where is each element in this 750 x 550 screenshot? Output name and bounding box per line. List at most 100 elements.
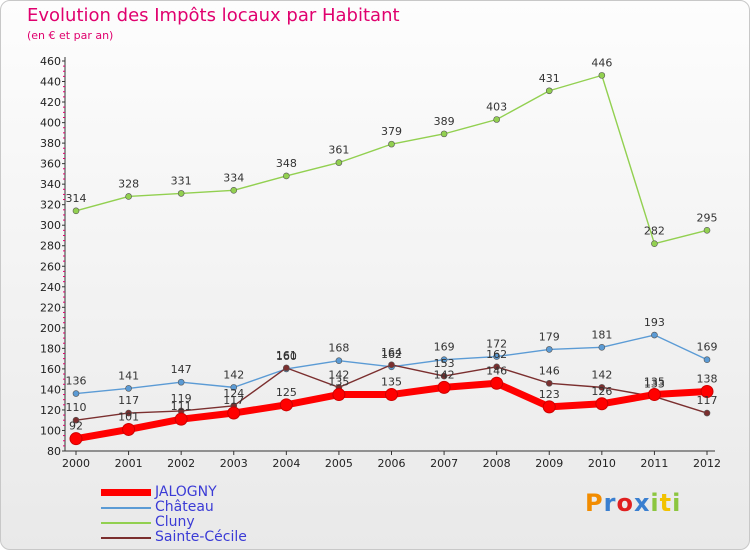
y-tick-label: 460: [40, 55, 61, 68]
data-point-sainte-cecile: [388, 361, 395, 369]
data-label-jalogny: 135: [381, 376, 402, 389]
data-point-chateau: [440, 356, 448, 363]
y-tick-label: 80: [47, 445, 61, 458]
data-point-chateau: [703, 356, 711, 363]
y-tick-label: 380: [40, 137, 61, 150]
y-tick-label: 260: [40, 260, 61, 273]
logo-letter: x: [633, 489, 651, 517]
legend-swatch-cluny: [101, 522, 151, 524]
legend-swatch-jalogny: [101, 489, 151, 496]
data-label-chateau: 169: [697, 341, 718, 354]
x-tick-label: 2008: [483, 457, 511, 470]
data-point-cluny: [598, 72, 606, 79]
x-tick-label: 2000: [62, 457, 90, 470]
data-point-jalogny: [174, 412, 188, 426]
data-label-chateau: 169: [434, 341, 455, 354]
data-label-cluny: 446: [591, 56, 612, 69]
data-point-cluny: [703, 227, 711, 234]
logo-letter: i: [650, 489, 660, 517]
data-label-sainte-cecile: 142: [591, 368, 612, 381]
data-point-jalogny: [542, 400, 556, 414]
data-label-chateau: 193: [644, 316, 665, 329]
data-label-cluny: 403: [486, 101, 507, 114]
y-tick-label: 420: [40, 96, 61, 109]
y-tick-label: 140: [40, 383, 61, 396]
data-point-chateau: [651, 331, 658, 339]
data-label-chateau: 141: [118, 369, 139, 382]
legend-item-chateau: Château: [101, 499, 301, 515]
data-label-jalogny: 111: [171, 400, 192, 413]
data-label-cluny: 295: [697, 211, 718, 224]
data-point-jalogny: [595, 397, 609, 411]
y-tick-label: 360: [40, 158, 61, 171]
data-point-jalogny: [122, 422, 136, 436]
data-label-sainte-cecile: 117: [697, 394, 718, 407]
data-label-cluny: 361: [328, 144, 349, 157]
data-label-sainte-cecile: 162: [486, 348, 507, 361]
data-label-jalogny: 117: [223, 394, 244, 407]
chart-title: Evolution des Impôts locaux par Habitant: [27, 5, 400, 26]
data-point-jalogny: [647, 388, 661, 402]
data-label-jalogny: 92: [69, 420, 83, 433]
data-label-chateau: 181: [591, 328, 612, 341]
x-tick-label: 2001: [115, 457, 143, 470]
data-point-jalogny: [700, 384, 714, 398]
data-point-cluny: [335, 159, 343, 166]
logo-letter: P: [585, 489, 604, 517]
data-point-chateau: [125, 385, 132, 392]
data-label-sainte-cecile: 119: [171, 392, 192, 405]
data-point-sainte-cecile: [283, 364, 290, 372]
x-tick-label: 2004: [272, 457, 300, 470]
series-line-cluny: [75, 74, 708, 245]
data-point-cluny: [283, 172, 290, 180]
y-tick-label: 120: [40, 404, 61, 417]
data-point-cluny: [125, 193, 132, 200]
y-tick-label: 440: [40, 76, 61, 89]
data-point-chateau: [335, 357, 343, 364]
y-tick-label: 180: [40, 342, 61, 355]
data-label-cluny: 331: [171, 174, 192, 187]
data-label-chateau: 147: [171, 363, 192, 376]
data-label-chateau: 160: [276, 350, 297, 363]
data-label-cluny: 379: [381, 125, 402, 138]
data-label-cluny: 314: [66, 192, 87, 205]
data-label-cluny: 328: [118, 177, 139, 190]
y-tick-label: 220: [40, 301, 61, 314]
data-point-jalogny: [490, 376, 504, 390]
chart-subtitle: (en € et par an): [27, 29, 114, 42]
data-point-cluny: [493, 116, 500, 123]
data-label-jalogny: 123: [539, 388, 560, 401]
data-point-jalogny: [385, 388, 398, 402]
x-tick-label: 2006: [378, 457, 406, 470]
data-label-cluny: 431: [539, 72, 560, 85]
data-point-sainte-cecile: [440, 372, 448, 380]
legend-swatch-chateau: [101, 507, 151, 509]
x-tick-label: 2010: [588, 457, 616, 470]
data-point-jalogny: [437, 380, 451, 394]
data-label-jalogny: 146: [486, 364, 507, 377]
data-point-sainte-cecile: [125, 409, 132, 417]
legend-item-cluny: Cluny: [101, 514, 301, 530]
data-point-cluny: [545, 87, 553, 95]
data-point-jalogny: [332, 388, 346, 402]
x-tick-label: 2003: [220, 457, 248, 470]
y-tick-label: 100: [40, 424, 61, 437]
x-tick-label: 2007: [430, 457, 458, 470]
y-tick-label: 340: [40, 178, 61, 191]
data-point-cluny: [440, 130, 448, 138]
logo-letter: t: [659, 489, 673, 517]
data-label-jalogny: 101: [118, 410, 139, 423]
data-point-chateau: [598, 344, 606, 351]
logo-letter: i: [672, 489, 682, 517]
data-point-sainte-cecile: [703, 409, 711, 417]
data-label-jalogny: 126: [591, 385, 612, 398]
data-point-sainte-cecile: [72, 416, 80, 424]
logo-letter: o: [616, 489, 634, 517]
data-label-sainte-cecile: 124: [223, 387, 244, 400]
data-label-sainte-cecile: 153: [434, 357, 455, 370]
logo-letter: r: [603, 489, 617, 517]
data-label-sainte-cecile: 164: [381, 346, 402, 359]
y-tick-label: 280: [40, 240, 61, 253]
x-tick-label: 2012: [693, 457, 721, 470]
